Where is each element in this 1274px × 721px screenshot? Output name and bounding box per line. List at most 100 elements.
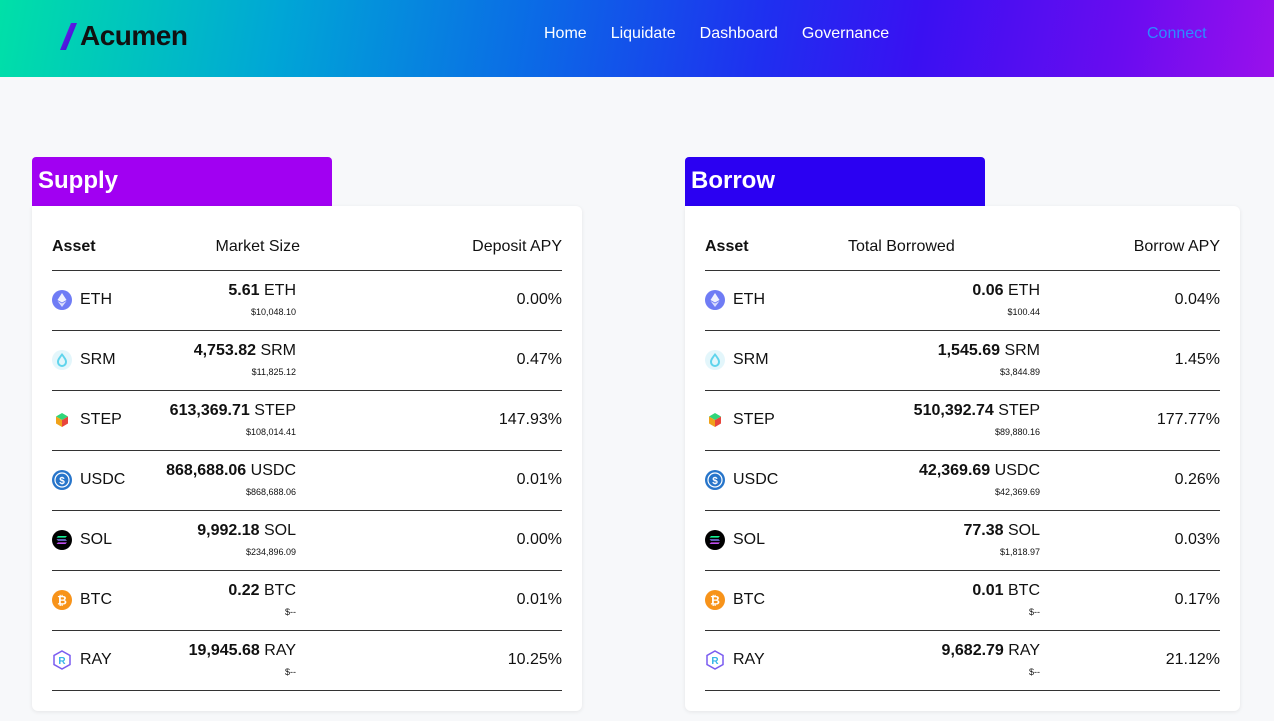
amount-value: 868,688.06 xyxy=(166,462,247,479)
asset-symbol: USDC xyxy=(733,471,779,488)
asset-symbol: USDC xyxy=(80,471,126,488)
amount-unit: SRM xyxy=(260,342,296,359)
col-asset: Asset xyxy=(52,238,96,255)
amount-unit: SRM xyxy=(1004,342,1040,359)
table-row[interactable]: ₿ BTC 0.22 BTC $-- 0.01% xyxy=(52,570,562,631)
amount-unit: RAY xyxy=(264,642,296,659)
table-row[interactable]: SOL 9,992.18 SOL $234,896.09 0.00% xyxy=(52,510,562,571)
amount-value: 613,369.71 xyxy=(169,402,250,419)
amount-unit: STEP xyxy=(998,402,1040,419)
amount-unit: RAY xyxy=(1008,642,1040,659)
amount-value: 77.38 xyxy=(963,522,1004,539)
amount-value: 0.22 xyxy=(228,582,260,599)
asset-symbol: BTC xyxy=(80,591,112,608)
table-row[interactable]: ETH 5.61 ETH $10,048.10 0.00% xyxy=(52,270,562,331)
borrow-panel: Asset Total Borrowed Borrow APY ETH 0.06 … xyxy=(685,206,1240,711)
nav-liquidate[interactable]: Liquidate xyxy=(610,25,676,42)
table-row[interactable]: SRM 4,753.82 SRM $11,825.12 0.47% xyxy=(52,330,562,391)
top-bar: Acumen Home Liquidate Dashboard Governan… xyxy=(0,0,1274,77)
nav-dashboard[interactable]: Dashboard xyxy=(699,25,778,42)
table-row[interactable]: R RAY 9,682.79 RAY $-- 21.12% xyxy=(705,630,1220,691)
btc-icon: ₿ xyxy=(705,590,725,610)
logo[interactable]: Acumen xyxy=(60,18,188,54)
table-row[interactable]: SRM 1,545.69 SRM $3,844.89 1.45% xyxy=(705,330,1220,391)
amount-value: 4,753.82 xyxy=(193,342,256,359)
ray-icon: R xyxy=(52,650,72,670)
nav-home[interactable]: Home xyxy=(544,25,587,42)
ray-icon: R xyxy=(705,650,725,670)
asset-apy: 0.00% xyxy=(516,291,562,308)
asset-amount: 1,545.69 SRM xyxy=(938,342,1040,360)
asset-usd-value: $3,844.89 xyxy=(999,367,1040,377)
amount-unit: USDC xyxy=(250,462,296,479)
table-row[interactable]: STEP 613,369.71 STEP $108,014.41 147.93% xyxy=(52,390,562,451)
table-row[interactable]: ₿ BTC 0.01 BTC $-- 0.17% xyxy=(705,570,1220,631)
asset-apy: 10.25% xyxy=(507,651,562,668)
amount-unit: SOL xyxy=(1007,522,1040,539)
svg-text:R: R xyxy=(58,656,66,667)
asset-symbol: SOL xyxy=(733,531,766,548)
asset-symbol: BTC xyxy=(733,591,765,608)
amount-unit: STEP xyxy=(254,402,296,419)
asset-apy: 0.47% xyxy=(516,351,562,368)
asset-usd-value: $11,825.12 xyxy=(251,367,296,377)
amount-value: 510,392.74 xyxy=(913,402,994,419)
asset-symbol: SOL xyxy=(80,531,113,548)
asset-amount: 613,369.71 STEP xyxy=(170,402,296,420)
col-deposit-apy: Deposit APY xyxy=(472,238,562,255)
asset-apy: 21.12% xyxy=(1165,651,1220,668)
asset-apy: 177.77% xyxy=(1156,411,1220,428)
col-borrow-apy: Borrow APY xyxy=(1133,238,1220,255)
amount-value: 0.06 xyxy=(972,282,1004,299)
amount-unit: ETH xyxy=(264,282,296,299)
srm-icon xyxy=(705,350,725,370)
asset-usd-value: $1,818.97 xyxy=(999,547,1040,557)
asset-apy: 0.01% xyxy=(516,471,562,488)
col-total-borrowed: Total Borrowed xyxy=(848,238,955,255)
col-market-size: Market Size xyxy=(215,238,300,255)
asset-usd-value: $10,048.10 xyxy=(250,307,296,317)
table-row[interactable]: SOL 77.38 SOL $1,818.97 0.03% xyxy=(705,510,1220,571)
asset-amount: 42,369.69 USDC xyxy=(919,462,1040,480)
asset-amount: 4,753.82 SRM xyxy=(194,342,296,360)
asset-apy: 0.26% xyxy=(1174,471,1220,488)
table-row[interactable]: R RAY 19,945.68 RAY $-- 10.25% xyxy=(52,630,562,691)
connect-button[interactable]: Connect xyxy=(1147,25,1207,42)
asset-symbol: STEP xyxy=(80,411,122,428)
asset-apy: 147.93% xyxy=(498,411,562,428)
table-row[interactable]: ETH 0.06 ETH $100.44 0.04% xyxy=(705,270,1220,331)
svg-text:$: $ xyxy=(712,476,718,487)
asset-amount: 9,992.18 SOL xyxy=(197,522,296,540)
asset-usd-value: $108,014.41 xyxy=(245,427,296,437)
table-row[interactable]: $ USDC 42,369.69 USDC $42,369.69 0.26% xyxy=(705,450,1220,511)
supply-table-header: Asset Market Size Deposit APY xyxy=(52,228,562,271)
supply-panel: Asset Market Size Deposit APY ETH 5.61 ET… xyxy=(32,206,582,711)
asset-amount: 5.61 ETH xyxy=(228,282,296,300)
nav-governance[interactable]: Governance xyxy=(801,25,890,42)
usdc-icon: $ xyxy=(705,470,725,490)
asset-amount: 0.01 BTC xyxy=(972,582,1040,600)
borrow-table-header: Asset Total Borrowed Borrow APY xyxy=(705,228,1220,271)
svg-text:₿: ₿ xyxy=(57,594,67,608)
amount-value: 9,992.18 xyxy=(197,522,260,539)
brand-name: Acumen xyxy=(80,20,188,51)
asset-usd-value: $89,880.16 xyxy=(994,427,1040,437)
amount-value: 19,945.68 xyxy=(188,642,260,659)
main-nav: Home Liquidate Dashboard Governance xyxy=(532,25,901,43)
table-row[interactable]: STEP 510,392.74 STEP $89,880.16 177.77% xyxy=(705,390,1220,451)
asset-usd-value: $-- xyxy=(1029,607,1040,617)
svg-text:₿: ₿ xyxy=(710,594,720,608)
amount-unit: USDC xyxy=(994,462,1040,479)
sol-icon xyxy=(52,530,72,550)
asset-amount: 9,682.79 RAY xyxy=(942,642,1040,660)
usdc-icon: $ xyxy=(52,470,72,490)
asset-apy: 0.03% xyxy=(1174,531,1220,548)
asset-apy: 0.17% xyxy=(1174,591,1220,608)
eth-icon xyxy=(52,290,72,310)
table-row[interactable]: $ USDC 868,688.06 USDC $868,688.06 0.01% xyxy=(52,450,562,511)
borrow-tab: Borrow xyxy=(685,157,985,206)
asset-usd-value: $-- xyxy=(1029,667,1040,677)
col-asset: Asset xyxy=(705,238,749,255)
eth-icon xyxy=(705,290,725,310)
btc-icon: ₿ xyxy=(52,590,72,610)
